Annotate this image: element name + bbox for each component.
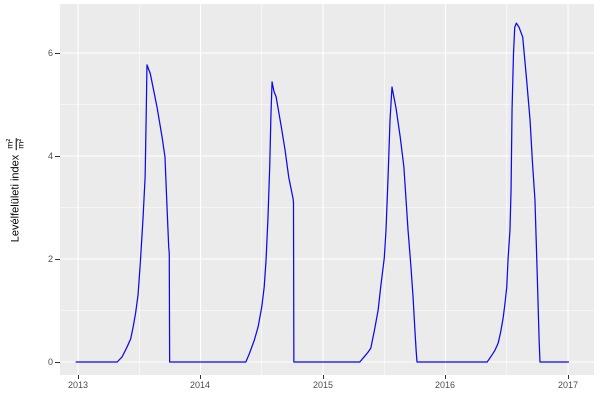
- x-tick-mark-2016: [445, 375, 446, 379]
- x-tick-mark-2017: [568, 375, 569, 379]
- y-tick-label: 6: [47, 48, 53, 58]
- x-tick-label: 2015: [312, 380, 334, 390]
- x-tick-label: 2016: [434, 380, 456, 390]
- y-tick-mark-4: [55, 156, 60, 157]
- y-axis-title: Levélfelületi index m² m²: [5, 137, 27, 243]
- y-tick-label: 2: [47, 254, 53, 264]
- x-tick-mark-2014: [200, 375, 201, 379]
- y-axis-unit-denominator: m²: [15, 138, 26, 149]
- y-tick-label: 0: [47, 357, 53, 367]
- plot-svg: [60, 4, 594, 375]
- x-tick-label: 2013: [67, 380, 89, 390]
- x-tick-mark-2013: [78, 375, 79, 379]
- y-tick-label: 4: [47, 151, 53, 161]
- x-tick-label: 2017: [557, 380, 579, 390]
- plot-panel: [60, 4, 594, 375]
- x-tick-mark-2015: [323, 375, 324, 379]
- lai-series-line: [75, 22, 570, 363]
- y-tick-mark-0: [55, 362, 60, 363]
- y-tick-mark-2: [55, 259, 60, 260]
- x-tick-label: 2014: [189, 380, 211, 390]
- y-axis-title-text: Levélfelületi index: [10, 154, 22, 243]
- y-tick-mark-6: [55, 53, 60, 54]
- y-axis-unit-fraction: m² m²: [5, 137, 27, 150]
